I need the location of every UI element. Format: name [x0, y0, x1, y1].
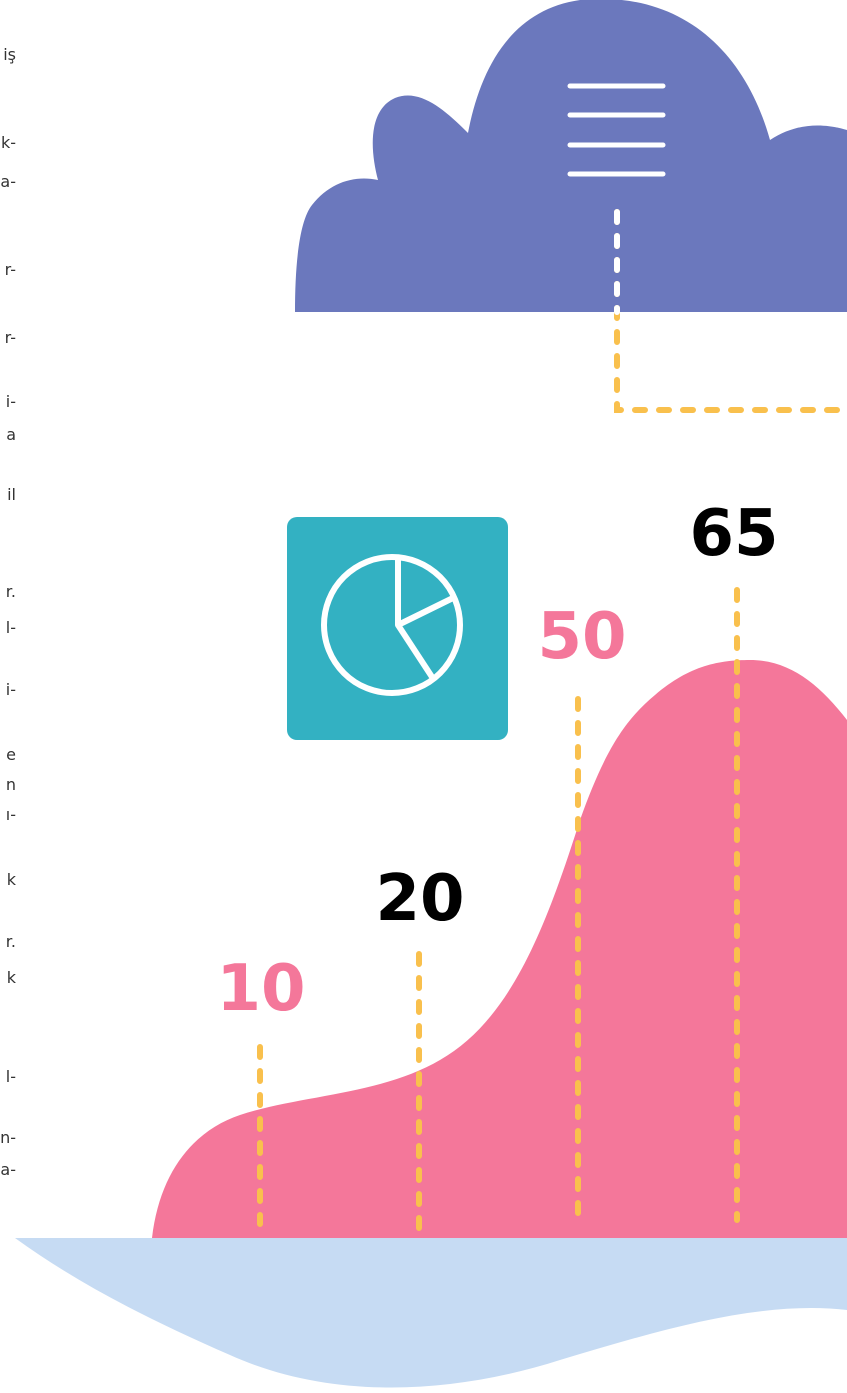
text-fragment: a- [0, 1160, 16, 1179]
text-fragment: k [7, 870, 17, 889]
text-fragment: i- [6, 392, 16, 411]
text-fragment: e [6, 745, 16, 764]
text-fragment: k [7, 968, 17, 987]
text-fragment: r- [5, 328, 16, 347]
text-fragment: l- [6, 618, 16, 637]
peak-label: 65 [689, 497, 778, 571]
text-fragment: l- [6, 1067, 16, 1086]
peak-lines [257, 587, 740, 1243]
cloud [295, 0, 847, 312]
peak-label: 20 [375, 862, 464, 936]
text-fragment: n [6, 775, 16, 794]
cloud-lines [567, 83, 666, 177]
text-fragment: k- [1, 133, 16, 152]
peak-label: 50 [537, 600, 626, 674]
text-fragment: ı- [6, 805, 16, 824]
side-text: iş k-a-r-r-i-a il r. l-i-en ı-k r. k l-n-a- [0, 45, 17, 1179]
text-fragment: il [7, 485, 16, 504]
text-fragment: n- [0, 1128, 16, 1147]
text-fragment: iş [3, 45, 16, 64]
text-fragment: r. [6, 582, 16, 601]
pie-icon [321, 554, 463, 696]
ground-wave [15, 1238, 847, 1388]
text-fragment: r- [5, 260, 16, 279]
text-fragment: i- [6, 680, 16, 699]
text-fragment: r. [6, 932, 16, 951]
pink-area [152, 660, 847, 1238]
peak-label: 10 [216, 952, 305, 1026]
text-fragment: a- [0, 172, 16, 191]
text-fragment: a [6, 425, 16, 444]
cloud-connector [614, 209, 847, 413]
